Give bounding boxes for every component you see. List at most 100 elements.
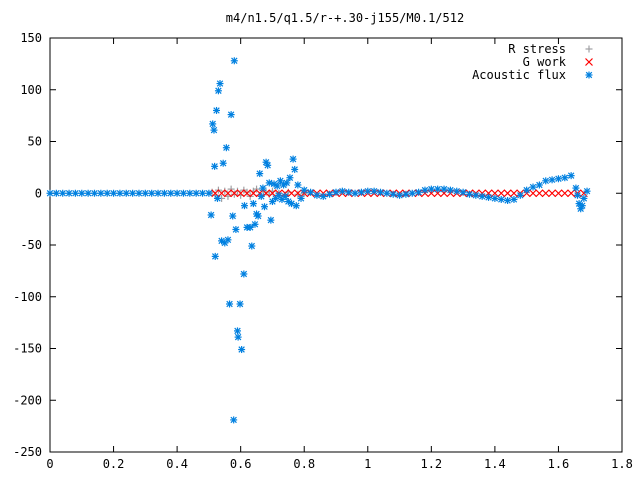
point-acoustic-flux [167,189,175,197]
point-acoustic-flux [313,191,321,199]
point-acoustic-flux [376,188,384,196]
point-acoustic-flux [421,186,429,194]
point-acoustic-flux [230,416,238,424]
point-acoustic-flux [504,196,512,204]
point-acoustic-flux [319,192,327,200]
x-tick-label: 0.4 [166,457,188,471]
point-acoustic-flux [233,327,241,335]
point-acoustic-flux [307,188,315,196]
point-acoustic-flux [173,189,181,197]
point-acoustic-flux [427,185,435,193]
point-acoustic-flux [116,189,124,197]
point-acoustic-flux [465,190,473,198]
point-acoustic-flux [554,175,562,183]
point-g-work [535,189,544,198]
y-tick-label: 100 [20,83,42,97]
y-tick-label: -50 [20,238,42,252]
point-acoustic-flux [213,194,221,202]
point-acoustic-flux [214,87,222,95]
point-acoustic-flux [232,225,240,233]
point-g-work [249,189,258,198]
x-tick-label: 0.6 [230,457,252,471]
point-acoustic-flux [186,189,194,197]
point-acoustic-flux [389,190,397,198]
point-acoustic-flux [207,211,215,219]
point-acoustic-flux [59,189,67,197]
point-g-work [236,189,245,198]
point-acoustic-flux [542,177,550,185]
point-acoustic-flux [415,188,423,196]
point-r-stress [221,187,229,195]
point-acoustic-flux [292,202,300,210]
x-tick-label: 1.8 [611,457,633,471]
point-g-work [217,189,226,198]
point-acoustic-flux [129,189,137,197]
y-tick-label: -200 [13,393,42,407]
point-acoustic-flux [148,189,156,197]
point-acoustic-flux [248,242,256,250]
point-g-work [554,189,563,198]
y-tick-label: 50 [28,135,42,149]
point-acoustic-flux [516,191,524,199]
point-acoustic-flux [268,198,276,206]
point-acoustic-flux [383,189,391,197]
point-acoustic-flux [396,191,404,199]
point-g-work [243,189,251,198]
point-acoustic-flux [370,187,378,195]
point-acoustic-flux [78,189,86,197]
x-tick-label: 0.8 [293,457,315,471]
point-acoustic-flux [210,126,218,134]
legend-label-acoustic-flux: Acoustic flux [472,68,566,82]
point-acoustic-flux [281,192,289,200]
point-acoustic-flux [561,174,569,182]
point-acoustic-flux [213,106,221,114]
point-acoustic-flux [240,202,248,210]
point-acoustic-flux [283,179,291,187]
point-acoustic-flux [257,192,265,200]
point-acoustic-flux [122,189,130,197]
point-acoustic-flux [154,189,162,197]
plot-frame [49,37,623,453]
y-tick-label: 150 [20,31,42,45]
point-acoustic-flux [574,191,582,199]
point-acoustic-flux [275,191,283,199]
point-g-work [510,189,518,198]
point-acoustic-flux [110,189,118,197]
point-r-stress [233,187,241,195]
point-acoustic-flux [71,189,79,197]
point-acoustic-flux [254,212,262,220]
x-tick-label: 1.4 [484,457,506,471]
point-acoustic-flux [238,346,246,354]
point-acoustic-flux [440,185,448,193]
point-acoustic-flux [227,111,235,119]
point-acoustic-flux [291,165,299,173]
point-acoustic-flux [209,120,217,128]
point-acoustic-flux [338,187,346,195]
point-acoustic-flux [326,190,334,198]
point-acoustic-flux [46,189,54,197]
point-g-work [560,189,569,198]
x-tick-label: 1.2 [420,457,442,471]
point-acoustic-flux [205,189,213,197]
point-acoustic-flux [211,252,219,260]
point-acoustic-flux [572,184,580,192]
point-acoustic-flux [224,236,232,244]
point-acoustic-flux [179,189,187,197]
point-acoustic-flux [446,186,454,194]
point-acoustic-flux [578,202,586,210]
point-acoustic-flux [256,170,264,178]
chart-title: m4/n1.5/q1.5/r-+.30-j155/M0.1/512 [226,11,464,25]
legend-marker-g-work [585,58,593,66]
y-tick-label: -150 [13,342,42,356]
point-acoustic-flux [192,189,200,197]
point-acoustic-flux [230,57,238,65]
point-r-stress [227,185,235,193]
point-acoustic-flux [234,333,242,341]
point-acoustic-flux [583,187,591,195]
point-acoustic-flux [497,195,505,203]
point-g-work [541,189,550,198]
point-acoustic-flux [141,189,149,197]
point-g-work [268,189,277,198]
point-g-work [230,189,239,198]
